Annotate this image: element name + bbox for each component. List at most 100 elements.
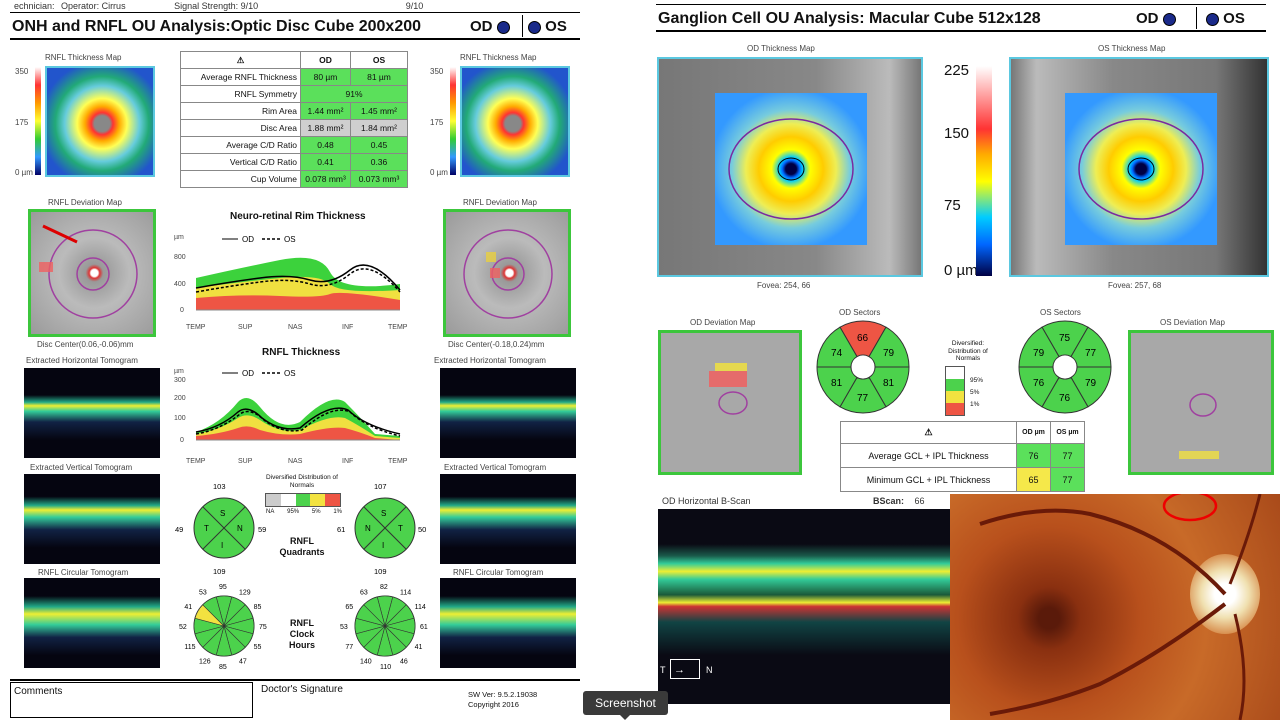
gc-sector-value: 79 [1085,378,1097,389]
gc-sector [816,366,858,408]
gc-sector [1041,376,1089,414]
gc-sector-value: 77 [1085,348,1097,359]
row-label: Average C/D Ratio [180,136,301,154]
tooltip-arrow [620,715,630,720]
swatch-yellow [310,494,326,506]
clock-value: 126 [199,659,211,666]
od-sectors-chart: 66 79 81 77 81 74 [816,320,910,414]
os-sectors-label: OS Sectors [1040,308,1081,317]
rim-xtick: NAS [288,324,303,331]
rim-chart-title: Neuro-retinal Rim Thickness [230,211,366,222]
gc-sector-value: 66 [857,333,869,344]
left-od-label: OD [470,18,510,35]
cell-os: 0.36 [350,153,408,171]
od-clock-pie: 95 129 85 75 55 47 85 126 115 52 41 53 [179,584,267,671]
clock-value: 55 [254,644,262,651]
os-quad-left: 61 [337,525,345,534]
cell-os: 0.073 mm³ [350,170,408,188]
cell-both: 91% [300,85,408,103]
right-od-label: OD [1136,10,1176,27]
rnfl-unit: µm [174,368,184,375]
gc-sector [868,366,910,408]
row-label: Vertical C/D Ratio [180,153,301,171]
os-horizontal-tomo-label: Extracted Horizontal Tomogram [434,356,546,365]
bscan-label: OD Horizontal B-Scan [662,496,751,506]
gc-sector-value: 77 [857,393,869,404]
os-quadrant-pie: S N T I 107 61 50 109 [337,482,426,576]
od-text: OD [470,18,493,35]
od-sectors-label: OD Sectors [839,308,881,317]
cell-od: 0.48 [300,136,351,154]
gc-sector-value: 74 [831,348,843,359]
os-deviation-label: RNFL Deviation Map [463,198,537,207]
level: 95% [287,509,300,515]
gc-sector-value: 79 [883,348,895,359]
od-quad-left: 49 [175,525,183,534]
fundus-vessels [979,494,1262,720]
gc-scale-150: 150 [944,125,970,142]
gc-level: 1% [970,401,980,408]
od-horizontal-tomogram [24,368,160,458]
distribution-swatches [265,493,341,507]
od-fovea: Fovea: 254, 66 [757,281,811,290]
rim-unit: µm [174,234,184,241]
os-clock-pie: 82 114 114 61 41 46 110 140 77 53 65 63 [340,584,428,671]
meta-row: echnician: Operator: Cirrus Signal Stren… [14,1,423,11]
od-quad-bottom: 109 [213,567,226,576]
rnfl-chart-title: RNFL Thickness [262,347,341,358]
bscan-key: BScan: [873,496,905,506]
clock-value: 114 [400,589,411,596]
clock-label-3: Hours [288,640,315,650]
od-quadrant-pie: S T N I 103 49 59 109 [175,482,266,576]
gc-sector [1018,366,1060,408]
quadrants-label: RNFL Quadrants [276,536,328,558]
rim-os-line [195,268,401,293]
quadrant-letter-i: I [382,541,384,550]
os-vertical-tomogram [440,474,576,564]
screenshot-button[interactable]: Screenshot [583,691,668,715]
rnfl-quadrant-charts: S T N I 103 49 59 109 S N T I 107 61 50 … [175,482,426,576]
gc-row-label: Minimum GCL + IPL Thickness [840,467,1017,492]
bscan-index: BScan: 66 [873,496,925,506]
od-horizontal-tomo-label: Extracted Horizontal Tomogram [26,356,138,365]
warning-icon: ⚠ [180,51,301,69]
os-gc-deviation-map [1128,330,1274,475]
clock-value: 77 [345,644,353,651]
clock-value: 85 [219,664,227,671]
clock-value: 85 [254,604,262,611]
clock-value: 47 [239,659,247,666]
signal-label: Signal Strength: [174,1,239,11]
right-title: Ganglion Cell OU Analysis: Macular Cube … [658,10,1041,27]
comments-box[interactable]: Comments [10,682,253,718]
quadrant-letter-s: S [220,509,225,518]
od-gc-deviation-map [658,330,802,475]
rim-xtick: INF [342,324,353,331]
clock-value: 115 [184,644,195,651]
os-quad-top: 107 [374,482,387,491]
col-od: OD [300,51,351,69]
gc-sector [839,376,887,414]
row-label: Average RNFL Thickness [180,68,301,86]
rim-ytick: 800 [174,254,186,261]
scale-bot: 0 µm [15,168,33,177]
os-vertical-tomo-label: Extracted Vertical Tomogram [444,463,547,472]
quadrant-letter-n: N [237,524,243,533]
signature-label: Doctor's Signature [261,684,343,695]
swatch-na [266,494,281,506]
footer-rule [10,679,580,681]
rnfl-xtick: TEMP [186,458,206,465]
cell-os: 1.84 mm² [350,119,408,137]
od-gc-heatmap [715,93,867,245]
scale-mid: 175 [15,118,29,127]
rnfl-clock-charts: 95 129 85 75 55 47 85 126 115 52 41 53 82 114 114 61 41… [179,584,428,671]
od-gc-ellipse [728,118,854,220]
gc-sector-value: 76 [1059,393,1071,404]
gc-scale-75: 75 [944,197,961,214]
rim-xtick: SUP [238,324,253,331]
rnfl-legend-os: OS [284,369,296,378]
left-os-label: OS [528,18,567,35]
quadrant-letter-t: T [398,524,403,533]
gc-scale-0: 0 µm [944,262,978,279]
cell-od: 1.44 mm² [300,102,351,120]
clock-value: 129 [239,589,251,596]
